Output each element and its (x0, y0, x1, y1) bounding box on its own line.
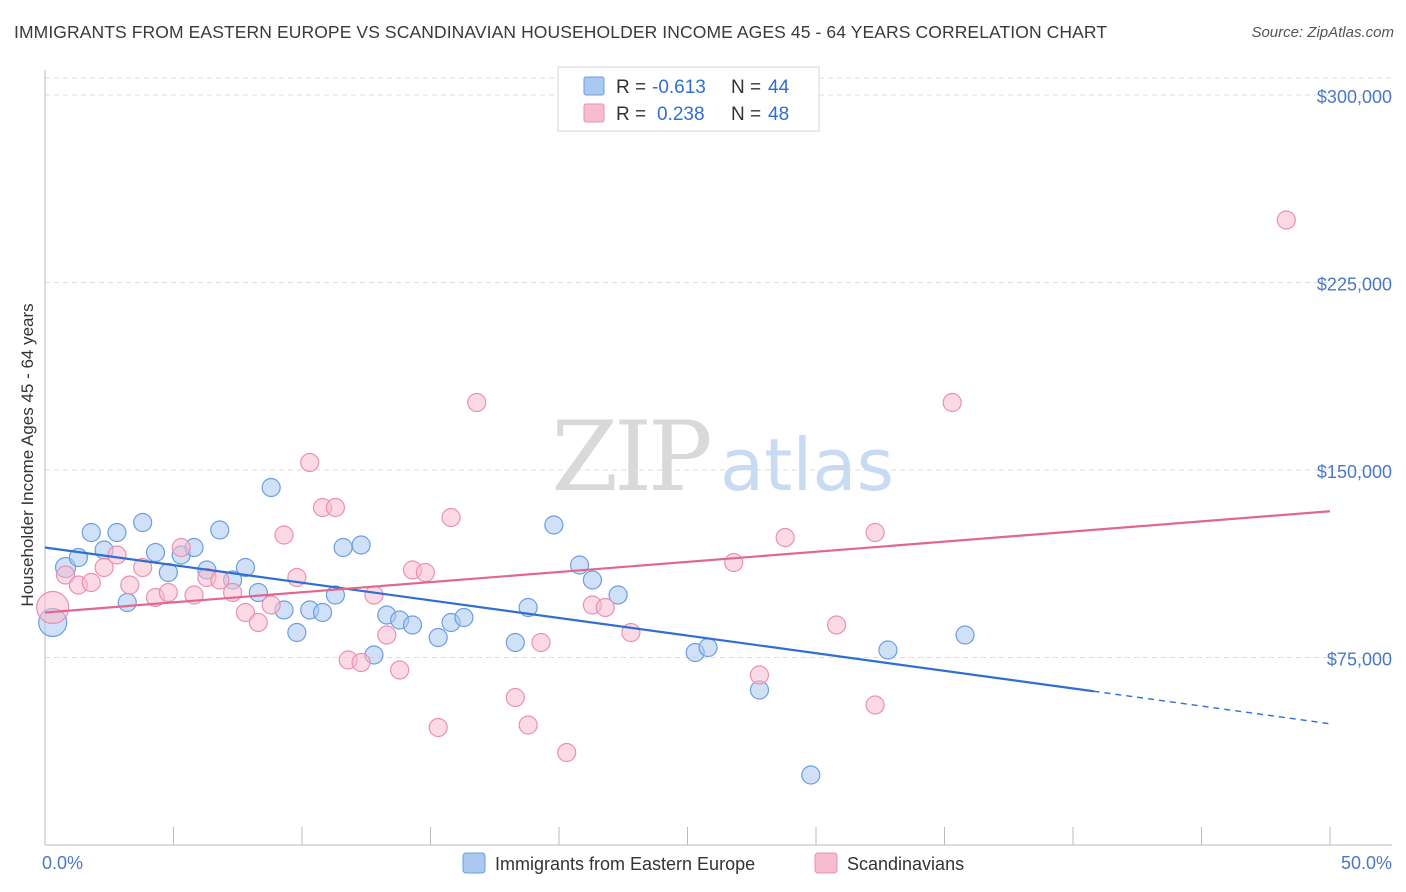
point-scandinavians (120, 575, 140, 595)
point-scandinavians (428, 717, 448, 738)
point-eastern-europe (107, 522, 127, 543)
legend-r-value-pink: 0.238 (657, 104, 705, 125)
point-eastern-europe (351, 535, 371, 555)
point-eastern-europe (402, 615, 423, 635)
point-scandinavians (133, 557, 153, 578)
point-scandinavians (107, 545, 127, 565)
point-scandinavians (248, 612, 268, 633)
point-scandinavians (364, 585, 384, 605)
bottom-legend-label-blue: Immigrants from Eastern Europe (495, 854, 755, 874)
legend-swatch-blue (583, 76, 605, 96)
point-scandinavians (81, 572, 101, 593)
point-scandinavians (235, 602, 256, 623)
point-scandinavians (865, 522, 885, 543)
point-eastern-europe (210, 520, 230, 540)
legend-r-label-pink: R = (616, 104, 646, 125)
point-scandinavians (724, 552, 744, 573)
x-tick-label-max: 50.0% (1341, 853, 1392, 873)
point-eastern-europe (518, 597, 538, 618)
legend-n-label-blue: N = (731, 77, 761, 98)
point-eastern-europe (698, 637, 718, 658)
point-scandinavians (467, 392, 487, 413)
point-scandinavians (826, 615, 847, 635)
point-eastern-europe (133, 512, 153, 533)
point-eastern-europe (81, 522, 101, 543)
point-scandinavians (531, 632, 551, 653)
y-tick-label: $300,000 (1317, 87, 1392, 107)
bottom-legend-swatch-blue (462, 852, 486, 874)
point-scandinavians (865, 695, 885, 715)
point-scandinavians (441, 507, 461, 528)
legend-swatch-pink (583, 103, 605, 123)
point-eastern-europe (333, 537, 353, 558)
legend-r-value-blue: -0.613 (652, 77, 706, 98)
point-eastern-europe (955, 625, 975, 645)
point-scandinavians (351, 652, 371, 673)
point-eastern-europe (235, 557, 256, 578)
legend-r-label-blue: R = (616, 77, 646, 98)
point-scandinavians (749, 665, 770, 685)
point-scandinavians (942, 392, 962, 413)
y-axis-title: Householder Income Ages 45 - 64 years (18, 303, 37, 606)
series-scandinavians-points (36, 210, 1296, 763)
bottom-legend-label-pink: Scandinavians (847, 854, 964, 874)
point-scandinavians (274, 525, 294, 545)
point-eastern-europe (287, 622, 307, 643)
watermark-atlas: atlas (720, 423, 894, 507)
point-scandinavians (300, 452, 320, 473)
point-eastern-europe (312, 602, 333, 623)
legend-n-value-pink: 48 (768, 104, 789, 125)
point-eastern-europe (505, 632, 525, 653)
chart-title: IMMIGRANTS FROM EASTERN EUROPE VS SCANDI… (14, 22, 1108, 42)
point-scandinavians (55, 565, 76, 585)
y-tick-label: $225,000 (1317, 275, 1392, 295)
point-scandinavians (158, 582, 178, 603)
point-scandinavians (595, 597, 615, 618)
point-scandinavians (415, 562, 435, 583)
point-scandinavians (94, 557, 114, 578)
y-tick-label: $150,000 (1317, 462, 1392, 482)
watermark: ZIP atlas (551, 401, 894, 513)
source-label: Source: ZipAtlas.com (1251, 24, 1394, 41)
bottom-legend-swatch-pink (814, 852, 838, 874)
point-eastern-europe (801, 765, 821, 785)
x-tick-label-min: 0.0% (42, 853, 83, 873)
point-eastern-europe (608, 585, 628, 605)
trend-line-eastern-europe-extrapolated (1093, 690, 1331, 725)
watermark-zip: ZIP (551, 401, 710, 513)
point-eastern-europe (145, 542, 166, 563)
point-eastern-europe (878, 640, 898, 660)
point-scandinavians (518, 715, 538, 735)
point-scandinavians (390, 660, 410, 680)
point-scandinavians (36, 590, 70, 625)
point-eastern-europe (117, 592, 137, 613)
bottom-legend: Immigrants from Eastern Europe Scandinav… (462, 852, 964, 874)
trend-line-eastern-europe (44, 546, 1094, 693)
point-eastern-europe (454, 607, 474, 628)
x-ticks (173, 827, 1331, 845)
point-eastern-europe (428, 627, 448, 648)
point-scandinavians (325, 497, 346, 518)
point-scandinavians (377, 625, 397, 645)
point-scandinavians (505, 687, 525, 708)
legend-n-value-blue: 44 (768, 77, 790, 98)
point-scandinavians (1276, 210, 1296, 230)
legend: R = -0.613 N = 44 R = 0.238 N = 48 (557, 66, 820, 132)
y-tick-labels: $75,000 $150,000 $225,000 $300,000 (1317, 87, 1392, 670)
point-eastern-europe (261, 477, 281, 498)
point-scandinavians (557, 742, 577, 763)
trend-lines (44, 510, 1331, 725)
point-eastern-europe (544, 515, 564, 535)
legend-n-label-pink: N = (731, 104, 761, 125)
y-tick-label: $75,000 (1327, 650, 1392, 670)
axes (44, 70, 1392, 846)
point-eastern-europe (582, 570, 603, 590)
point-scandinavians (171, 537, 191, 558)
trend-line-scandinavians (44, 510, 1331, 614)
point-scandinavians (261, 595, 281, 615)
point-scandinavians (775, 527, 795, 548)
